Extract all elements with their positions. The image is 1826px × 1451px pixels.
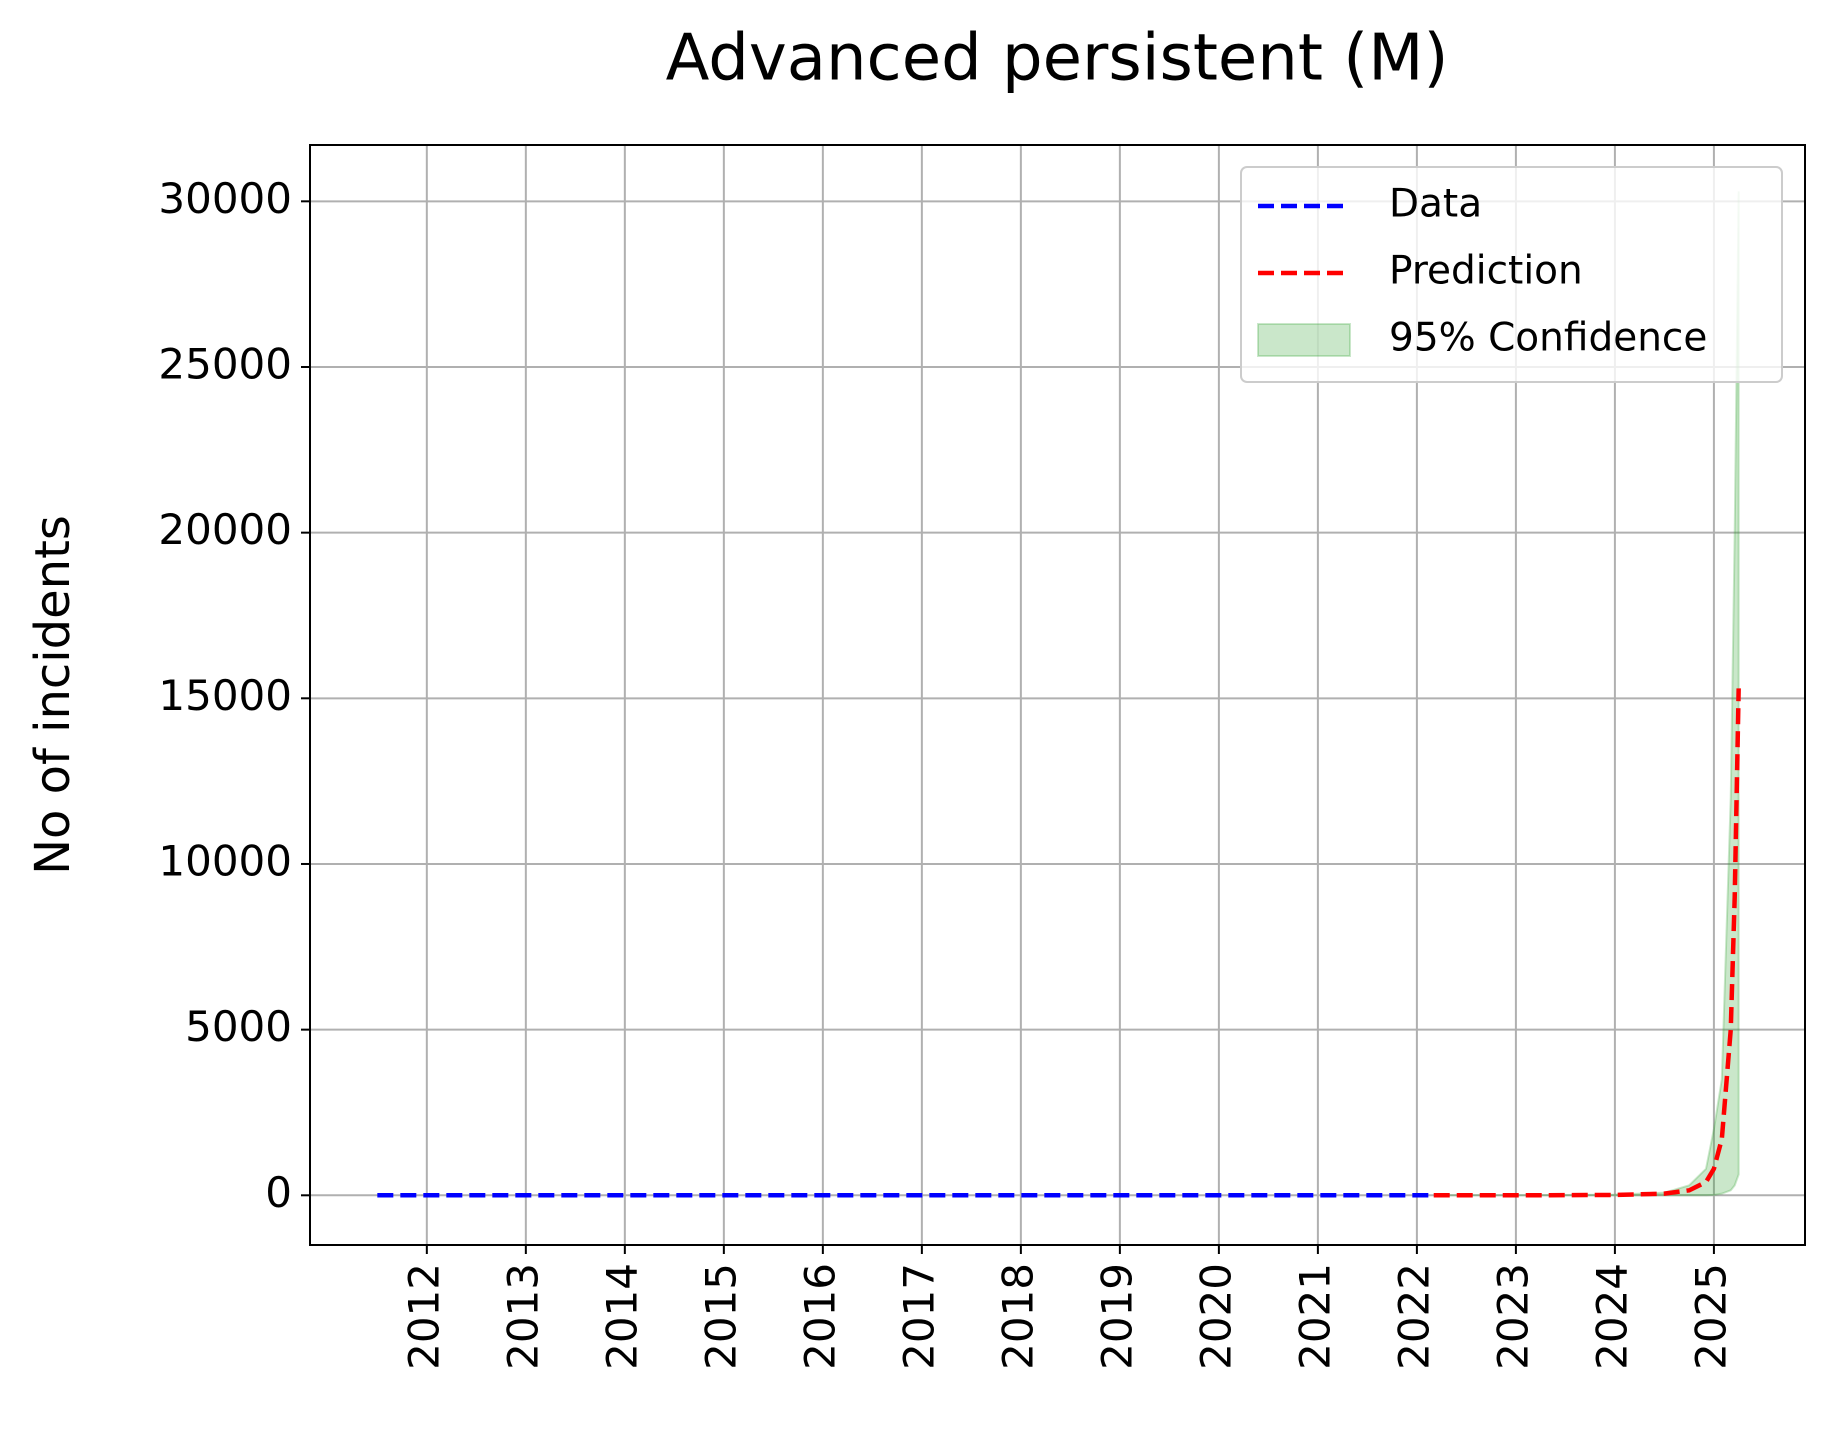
legend: Data Prediction 95% Confidence (1240, 166, 1783, 383)
chart-title: Advanced persistent (M) (666, 22, 1449, 96)
x-tick-label: 2019 (1092, 1263, 1141, 1370)
y-tick-label: 20000 (158, 505, 292, 554)
x-tick-label: 2024 (1587, 1263, 1636, 1370)
x-tick-label: 2015 (696, 1263, 745, 1370)
x-tick-label: 2020 (1191, 1263, 1240, 1370)
x-tick-label: 2018 (993, 1263, 1042, 1370)
line (1433, 688, 1741, 1198)
plot-frame (309, 144, 1806, 1246)
x-tick-label: 2014 (597, 1263, 646, 1370)
y-tick-label: 5000 (185, 1002, 292, 1051)
y-tick-label: 0 (265, 1168, 292, 1217)
legend-label: 95% Confidence (1389, 316, 1707, 361)
y-tick-label: 25000 (158, 339, 292, 388)
legend-box (1240, 166, 1783, 383)
x-tick-label: 2021 (1290, 1263, 1339, 1370)
x-tick-label: 2016 (795, 1263, 844, 1370)
x-tick-label: 2012 (399, 1263, 448, 1370)
x-tick-label: 2023 (1488, 1263, 1537, 1370)
legend-swatch (1257, 323, 1351, 357)
x-tick-label: 2017 (894, 1263, 943, 1370)
y-tick-label: 30000 (158, 174, 292, 223)
legend-label: Data (1389, 182, 1482, 227)
confidence-band (1433, 191, 1740, 1197)
x-tick-label: 2025 (1686, 1263, 1735, 1370)
y-axis-label: No of incidents (25, 515, 81, 875)
y-tick-label: 10000 (158, 836, 292, 885)
x-tick-label: 2013 (498, 1263, 547, 1370)
y-tick-label: 15000 (158, 671, 292, 720)
x-tick-label: 2022 (1389, 1263, 1438, 1370)
legend-label: Prediction (1389, 249, 1583, 294)
